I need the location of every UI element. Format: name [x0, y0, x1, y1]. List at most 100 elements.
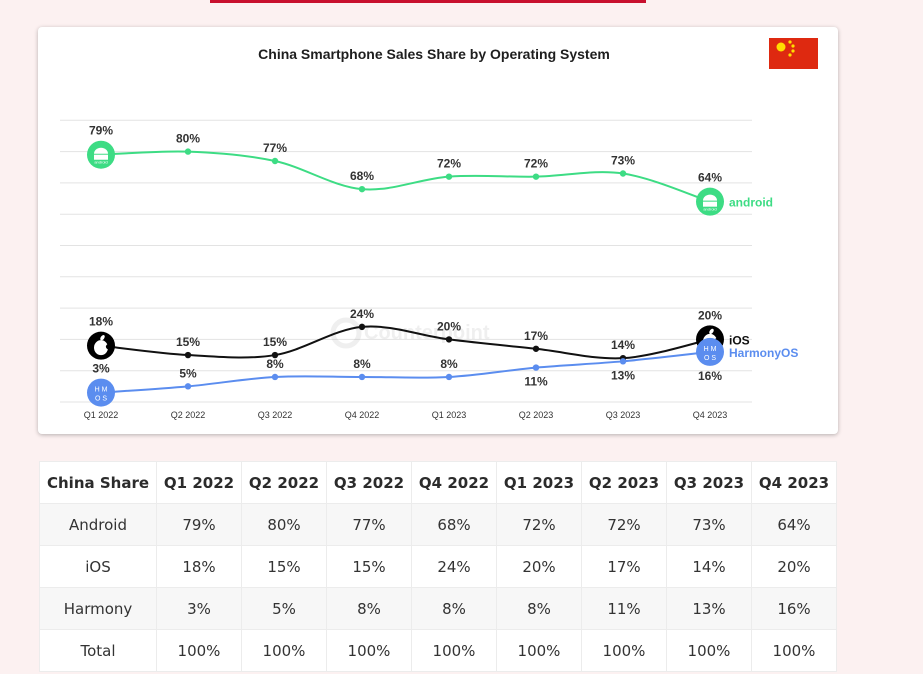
- data-label: 18%: [89, 315, 113, 329]
- apple-icon-leaf: [100, 334, 105, 341]
- data-label: 8%: [353, 357, 371, 371]
- hmos-icon-text: O S: [704, 355, 716, 362]
- apple-icon: [87, 331, 115, 360]
- table-cell: 18%: [156, 545, 242, 588]
- line-chart: China Smartphone Sales Share by Operatin…: [60, 38, 818, 420]
- flag-star: [791, 44, 795, 48]
- series-name-label: android: [729, 196, 773, 210]
- data-point: [358, 185, 366, 193]
- data-label: 24%: [350, 307, 374, 321]
- data-point: [532, 364, 540, 371]
- china-flag-icon: [769, 38, 818, 69]
- flag-star: [791, 49, 795, 53]
- header-cell: Q1 2022: [156, 461, 242, 504]
- data-label: 72%: [524, 157, 548, 171]
- android-icon-body: [703, 201, 717, 207]
- data-label: 14%: [611, 338, 635, 352]
- android-icon-body: [94, 154, 108, 160]
- table-cell: 72%: [496, 503, 582, 546]
- data-point: [532, 173, 540, 180]
- table-cell: 15%: [326, 545, 412, 588]
- table-cell: 100%: [581, 629, 667, 672]
- table-cell: 100%: [411, 629, 497, 672]
- data-label: 64%: [698, 171, 722, 185]
- top-accent-bar: [210, 0, 646, 3]
- data-point: [184, 148, 192, 155]
- table-cell: Total: [39, 629, 157, 672]
- table-cell: 100%: [156, 629, 242, 672]
- data-label: 5%: [179, 366, 197, 380]
- apple-icon-fruit: [94, 340, 108, 356]
- watermark-text: Counterpoint: [364, 322, 490, 344]
- apple-icon-leaf: [709, 328, 714, 335]
- android-icon: android: [696, 187, 724, 216]
- data-point: [271, 351, 279, 359]
- table-cell: 3%: [156, 587, 242, 630]
- header-cell: Q4 2023: [751, 461, 837, 504]
- hmos-icon-text: O S: [95, 396, 107, 403]
- header-cell: Q2 2022: [241, 461, 327, 504]
- data-label: 3%: [92, 362, 110, 376]
- x-tick-label: Q1 2023: [432, 410, 467, 420]
- x-tick-label: Q3 2022: [258, 410, 293, 420]
- watermark: Counterpoint: [330, 317, 490, 349]
- table-row: iOS 18% 15% 15% 24% 20% 17% 14% 20%: [39, 545, 837, 588]
- data-label: 20%: [698, 308, 722, 322]
- data-point: [619, 358, 627, 365]
- data-point: [445, 173, 453, 180]
- data-label: 79%: [89, 124, 113, 138]
- table-cell: Android: [39, 503, 157, 546]
- hmos-icon-text: H M: [704, 346, 717, 353]
- hmos-icon: H M O S: [87, 378, 115, 407]
- header-cell: Q1 2023: [496, 461, 582, 504]
- data-label: 77%: [263, 141, 287, 155]
- table-row: Android 79% 80% 77% 68% 72% 72% 73% 64%: [39, 503, 837, 546]
- data-label: 20%: [437, 319, 461, 333]
- table-cell: 16%: [751, 587, 837, 630]
- data-point: [619, 170, 627, 177]
- data-point: [445, 373, 453, 381]
- table-cell: 11%: [581, 587, 667, 630]
- data-label: 15%: [176, 335, 200, 349]
- table-cell: 73%: [666, 503, 752, 546]
- flag-field: [769, 38, 818, 69]
- table-cell: 79%: [156, 503, 242, 546]
- data-point: [358, 323, 366, 331]
- header-cell: Q3 2023: [666, 461, 752, 504]
- table-cell: 77%: [326, 503, 412, 546]
- hmos-icon-bg: [87, 378, 115, 407]
- table-cell: 68%: [411, 503, 497, 546]
- data-label: 13%: [611, 368, 635, 382]
- table-cell: 13%: [666, 587, 752, 630]
- data-point: [184, 351, 192, 359]
- table-cell: Harmony: [39, 587, 157, 630]
- data-label: 80%: [176, 132, 200, 146]
- hmos-icon-bg: [696, 337, 724, 366]
- table-row: Harmony 3% 5% 8% 8% 8% 11% 13% 16%: [39, 587, 837, 630]
- data-label: 8%: [266, 357, 284, 371]
- table-cell: 100%: [751, 629, 837, 672]
- android-icon-head: [703, 194, 717, 201]
- flag-star: [788, 40, 792, 44]
- table-cell: 17%: [581, 545, 667, 588]
- apple-icon-bite: [105, 344, 112, 350]
- data-point: [184, 383, 192, 390]
- data-label: 11%: [524, 375, 548, 389]
- hmos-icon: H M O S: [696, 337, 724, 366]
- data-label: 16%: [698, 369, 722, 383]
- x-tick-label: Q4 2023: [693, 410, 728, 420]
- table-cell: 80%: [241, 503, 327, 546]
- table-cell: 100%: [496, 629, 582, 672]
- data-label: 72%: [437, 157, 461, 171]
- table-cell: 5%: [241, 587, 327, 630]
- table-cell: 20%: [496, 545, 582, 588]
- data-label: 8%: [440, 357, 458, 371]
- data-label: 68%: [350, 169, 374, 183]
- data-point: [532, 345, 540, 352]
- header-cell: Q2 2023: [581, 461, 667, 504]
- table-cell: 8%: [411, 587, 497, 630]
- watermark-logo: [330, 317, 362, 349]
- table-cell: 15%: [241, 545, 327, 588]
- table-cell: 100%: [241, 629, 327, 672]
- android-icon: android: [87, 140, 115, 169]
